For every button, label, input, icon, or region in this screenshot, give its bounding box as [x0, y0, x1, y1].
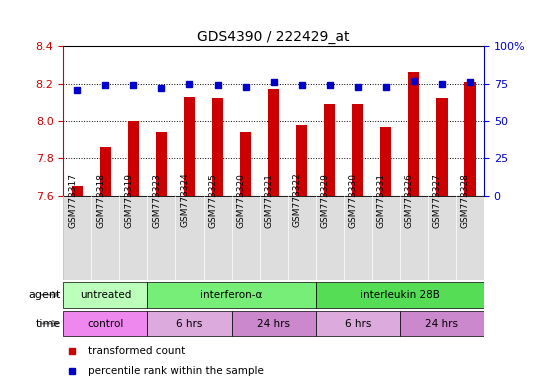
Text: GDS4390 / 222429_at: GDS4390 / 222429_at	[197, 30, 350, 44]
Bar	[408, 72, 420, 196]
Text: GSM773325: GSM773325	[208, 173, 218, 227]
Bar	[380, 127, 392, 196]
Text: GSM773330: GSM773330	[349, 172, 358, 228]
Bar	[63, 311, 147, 336]
Bar	[63, 282, 147, 308]
Text: GSM773331: GSM773331	[377, 172, 386, 228]
Text: GSM773327: GSM773327	[433, 173, 442, 227]
Text: GSM773322: GSM773322	[293, 173, 301, 227]
Bar	[240, 132, 251, 196]
Text: GSM773329: GSM773329	[321, 173, 330, 227]
Text: agent: agent	[28, 290, 60, 300]
Text: percentile rank within the sample: percentile rank within the sample	[89, 366, 265, 376]
Bar	[324, 104, 336, 196]
Bar	[212, 99, 223, 196]
Text: GSM773326: GSM773326	[405, 173, 414, 227]
Text: transformed count: transformed count	[89, 346, 186, 356]
Bar	[400, 311, 484, 336]
Text: 24 hrs: 24 hrs	[426, 318, 459, 329]
Bar	[63, 196, 484, 280]
Text: time: time	[35, 318, 60, 329]
Bar	[316, 282, 484, 308]
Bar	[296, 125, 307, 196]
Text: GSM773323: GSM773323	[152, 173, 162, 227]
Text: GSM773319: GSM773319	[124, 172, 133, 228]
Text: GSM773324: GSM773324	[180, 173, 189, 227]
Text: control: control	[87, 318, 124, 329]
Text: GSM773317: GSM773317	[68, 172, 77, 228]
Bar	[128, 121, 139, 196]
Bar	[72, 187, 83, 196]
Bar	[436, 99, 448, 196]
Text: interleukin 28B: interleukin 28B	[360, 290, 440, 300]
Bar	[147, 282, 316, 308]
Bar	[100, 147, 111, 196]
Bar	[464, 82, 476, 196]
Text: 6 hrs: 6 hrs	[177, 318, 202, 329]
Bar	[268, 89, 279, 196]
Text: 24 hrs: 24 hrs	[257, 318, 290, 329]
Text: GSM773320: GSM773320	[236, 173, 245, 227]
Text: untreated: untreated	[80, 290, 131, 300]
Bar	[316, 311, 400, 336]
Text: GSM773321: GSM773321	[265, 173, 274, 227]
Text: GSM773318: GSM773318	[96, 172, 106, 228]
Bar	[232, 311, 316, 336]
Bar	[147, 311, 232, 336]
Bar	[352, 104, 364, 196]
Text: GSM773328: GSM773328	[461, 173, 470, 227]
Text: 6 hrs: 6 hrs	[345, 318, 371, 329]
Bar	[156, 132, 167, 196]
Bar	[184, 97, 195, 196]
Text: interferon-α: interferon-α	[200, 290, 263, 300]
